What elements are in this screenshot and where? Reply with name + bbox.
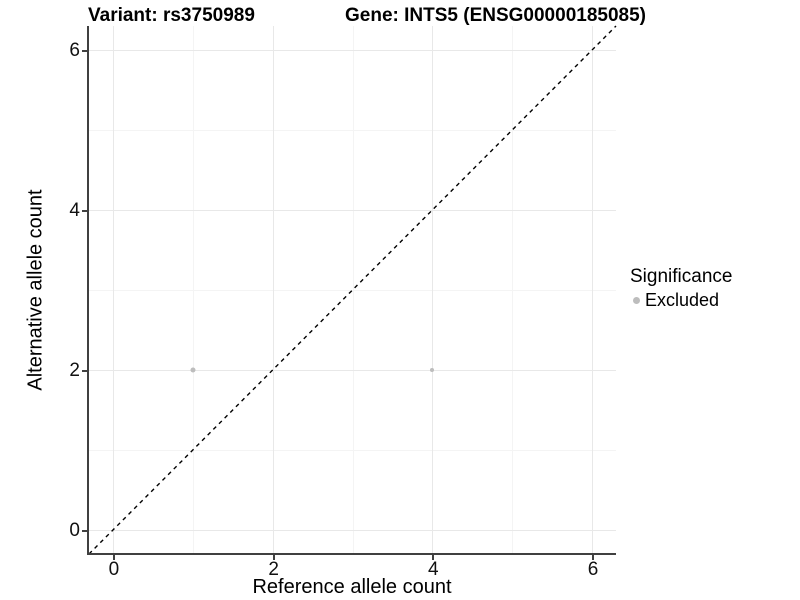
gridline-x-major	[272, 26, 274, 554]
x-tick-label: 0	[108, 559, 120, 580]
x-tick-label: 4	[428, 559, 439, 580]
y-tick-label: 2	[69, 360, 80, 381]
y-tick-mark	[82, 50, 87, 52]
legend-item-excluded: Excluded	[630, 290, 732, 311]
plot-panel	[88, 25, 617, 555]
x-tick-mark	[592, 555, 595, 560]
y-tick-mark	[82, 210, 87, 212]
gridline-y-minor	[89, 290, 616, 291]
gridline-y-minor	[89, 450, 616, 451]
y-tick-label: 4	[69, 200, 80, 221]
x-tick-label: 2	[268, 559, 279, 580]
y-tick-mark	[82, 530, 87, 532]
legend-item-label: Excluded	[645, 290, 720, 310]
x-tick-label: 6	[587, 559, 599, 580]
gridline-y-major	[89, 370, 616, 371]
gene-title: Gene: INTS5 (ENSG00000185085)	[345, 5, 646, 26]
y-tick-label: 6	[69, 40, 80, 61]
gridline-y-major	[89, 210, 616, 211]
gridline-y-major	[89, 530, 616, 531]
gridline-x-major	[592, 26, 594, 554]
x-tick-mark	[272, 555, 275, 560]
gridline-x-major	[112, 26, 114, 554]
legend: Significance Excluded	[630, 266, 732, 311]
x-axis-title: Reference allele count	[252, 576, 452, 598]
y-axis-title: Alternative allele count	[24, 189, 47, 391]
gridline-y-minor	[89, 130, 616, 131]
y-tick-label: 0	[69, 520, 80, 541]
legend-title: Significance	[630, 266, 733, 287]
variant-title: Variant: rs3750989	[88, 5, 255, 26]
y-tick-mark	[82, 370, 87, 372]
x-tick-mark	[432, 555, 435, 560]
excluded-point-icon	[633, 297, 640, 304]
data-point	[190, 367, 196, 373]
x-tick-mark	[112, 555, 115, 560]
gridline-x-major	[432, 26, 434, 554]
x-axis-line	[87, 553, 616, 555]
gridline-y-major	[89, 50, 616, 51]
y-axis-line	[87, 26, 89, 554]
identity-dashed-line	[88, 25, 617, 555]
data-point	[430, 368, 435, 372]
